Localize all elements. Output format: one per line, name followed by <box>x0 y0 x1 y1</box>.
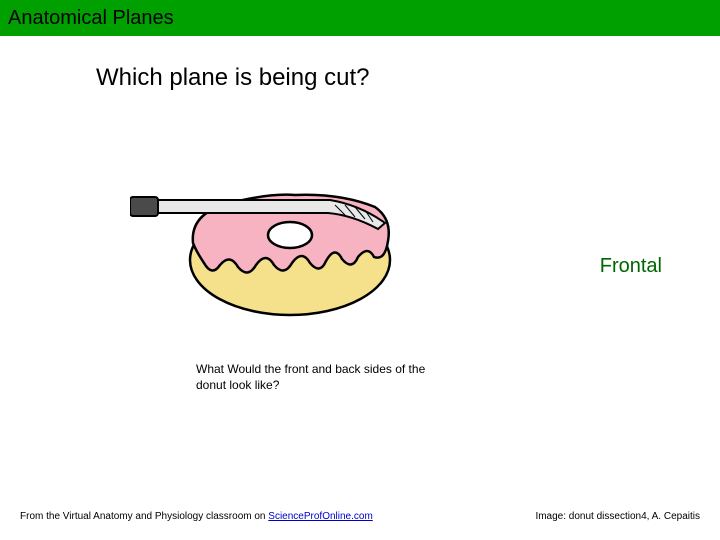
footer-source-link[interactable]: ScienceProfOnline.com <box>268 511 373 522</box>
footer-attribution-left: From the Virtual Anatomy and Physiology … <box>20 511 373 522</box>
page-title: Anatomical Planes <box>8 7 174 30</box>
header-bar: Anatomical Planes <box>0 0 720 36</box>
donut-illustration <box>130 145 430 325</box>
subquestion-text: What Would the front and back sides of t… <box>196 362 456 393</box>
answer-text: Frontal <box>600 255 662 278</box>
question-text: Which plane is being cut? <box>96 64 370 92</box>
footer-left-prefix: From the Virtual Anatomy and Physiology … <box>20 511 268 522</box>
footer-attribution-right: Image: donut dissection4, A. Cepaitis <box>535 511 700 522</box>
